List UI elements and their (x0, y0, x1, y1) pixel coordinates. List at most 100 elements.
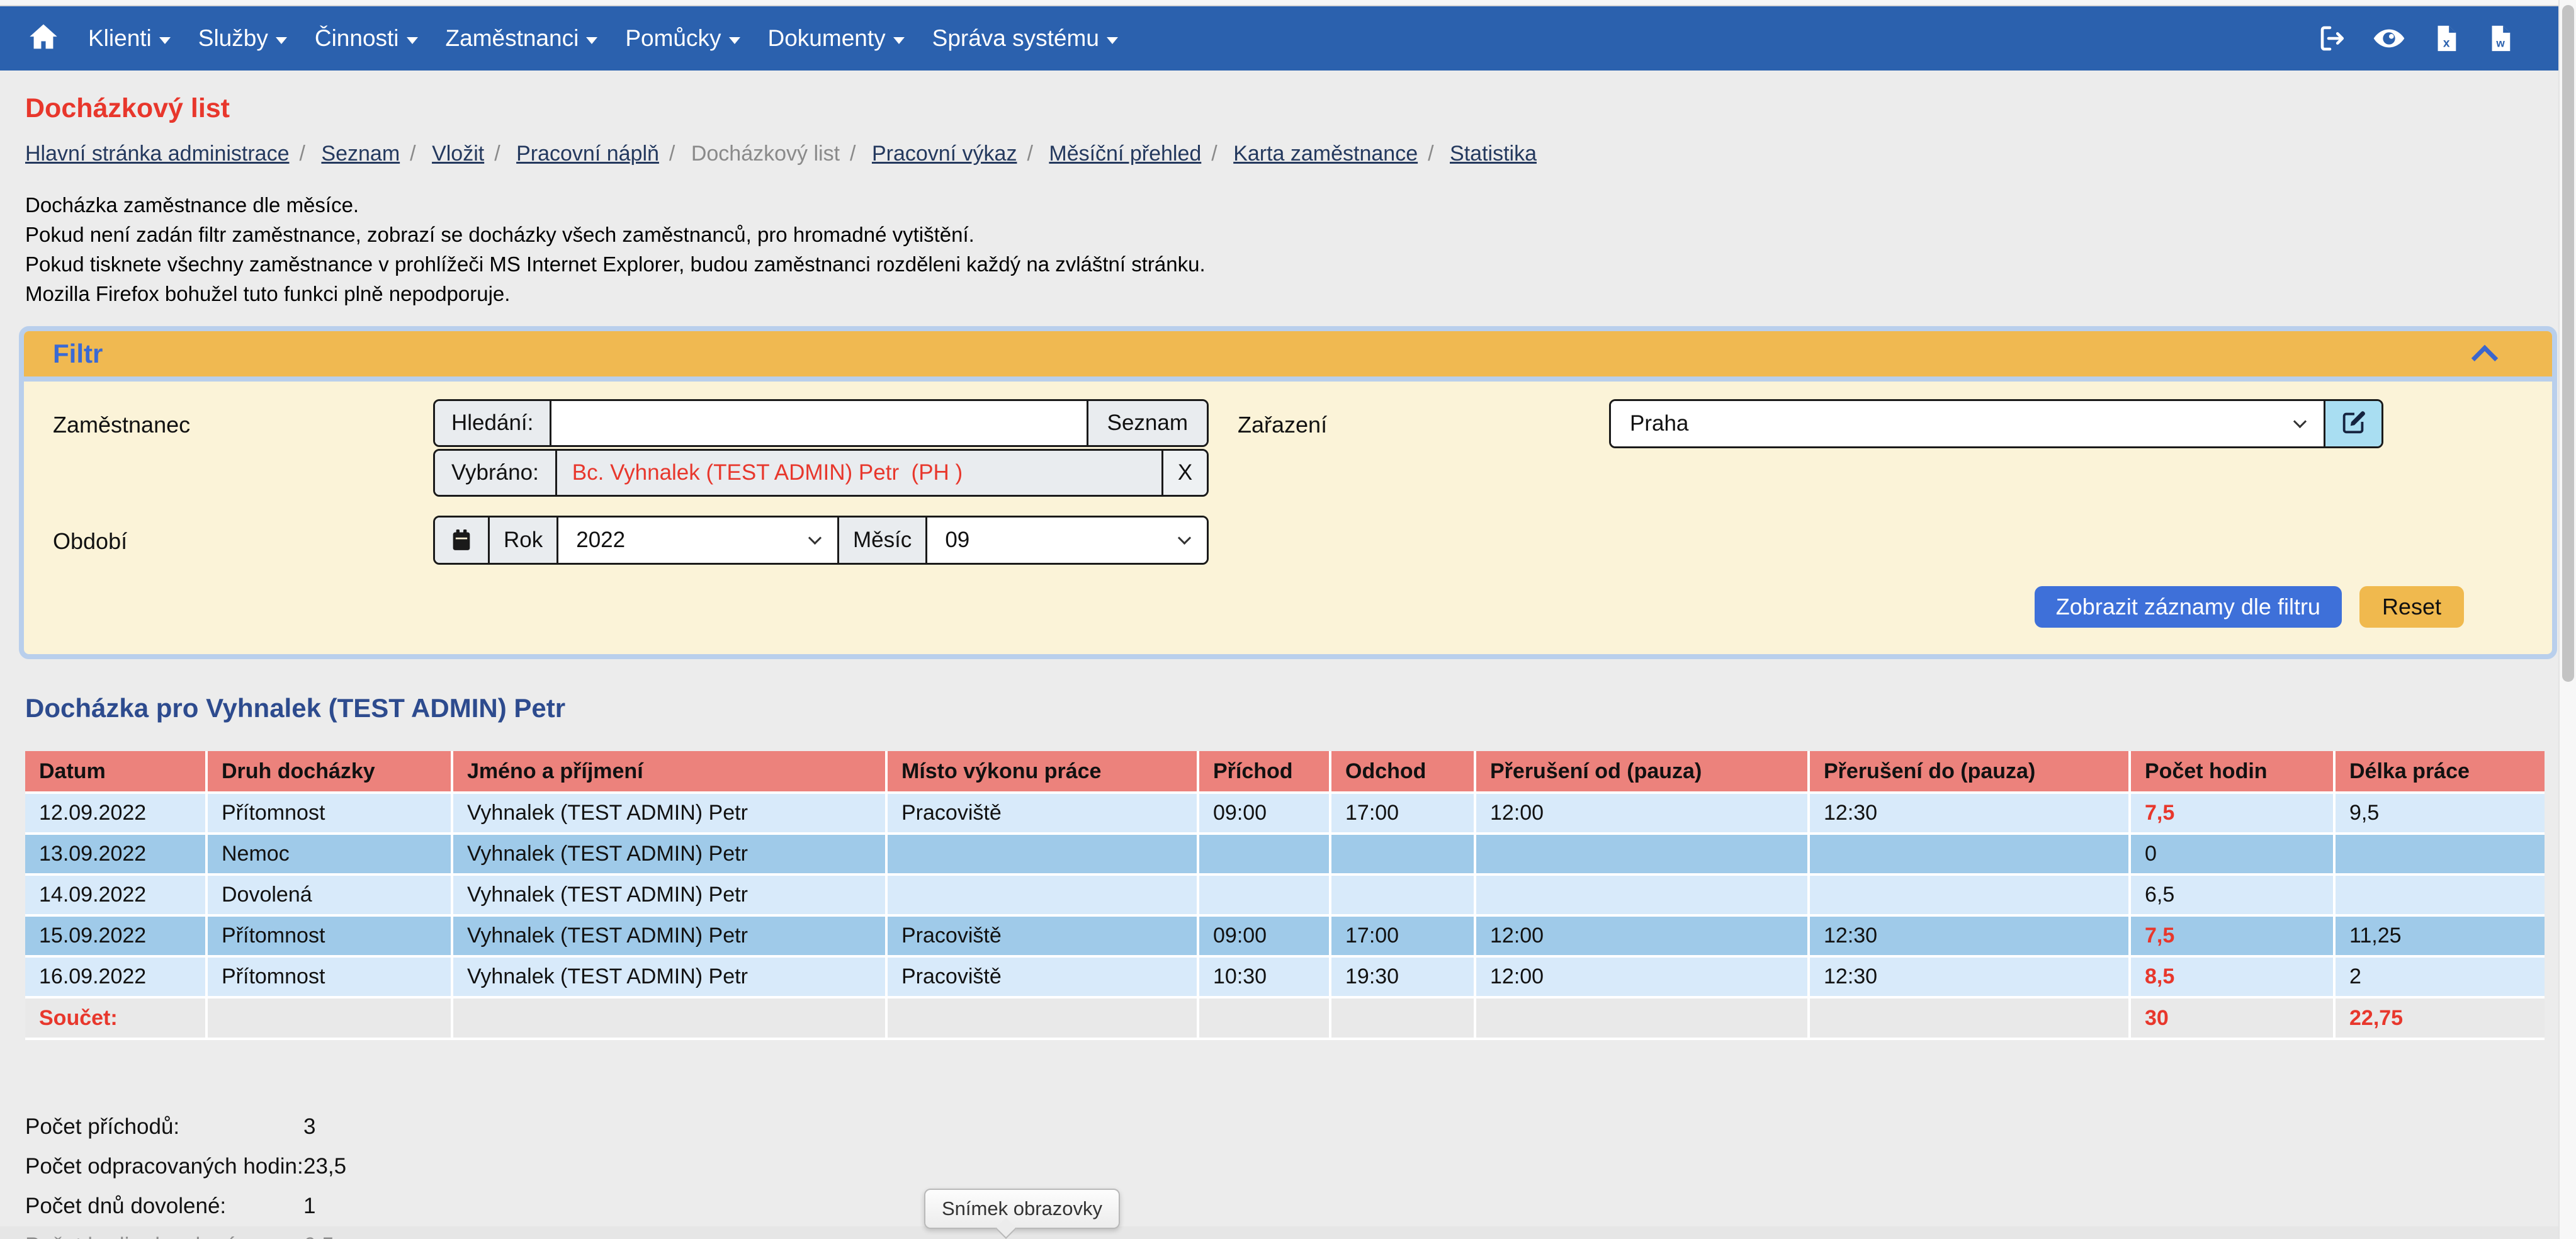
table-row: 12.09.2022 Přítomnost Vyhnalek (TEST ADM… (25, 794, 2545, 835)
filter-panel-header[interactable]: Filtr (24, 331, 2552, 382)
scrollbar-thumb[interactable] (2562, 5, 2574, 682)
cell-hodiny: 7,5 (2131, 794, 2336, 835)
cell-odchod: 17:00 (1331, 794, 1476, 835)
home-icon (28, 21, 59, 56)
clear-selection-button[interactable]: X (1161, 451, 1207, 495)
sum-empty (453, 999, 888, 1040)
summary-label: Počet příchodů: (25, 1114, 180, 1139)
cell-jmeno: Vyhnalek (TEST ADMIN) Petr (453, 917, 888, 958)
chevron-down-icon (586, 37, 598, 44)
cell-delka: 11,25 (2336, 917, 2545, 958)
nav-item-sluzby[interactable]: Služby (198, 25, 287, 52)
cell-pauza-do (1810, 876, 2131, 917)
breadcrumb-link-mesicni-prehled[interactable]: Měsíční přehled (1049, 142, 1202, 166)
cell-odchod (1331, 876, 1476, 917)
apply-filter-button[interactable]: Zobrazit záznamy dle filtru (2034, 586, 2342, 628)
breadcrumb-link-statistika[interactable]: Statistika (1450, 142, 1537, 166)
nav-item-zamestnanci[interactable]: Zaměstnanci (446, 25, 598, 52)
cell-pauza-od: 12:00 (1476, 917, 1810, 958)
chevron-down-icon (2293, 414, 2307, 428)
year-select[interactable]: 2022 (558, 518, 839, 563)
nav-item-cinnosti[interactable]: Činnosti (315, 25, 418, 52)
chevron-down-icon (275, 37, 287, 44)
breadcrumb-current-dochazkovy-list: Docházkový list (691, 142, 840, 166)
cell-datum: 12.09.2022 (25, 794, 208, 835)
column-header-druh: Druh docházky (208, 751, 453, 794)
breadcrumb-separator: / (494, 142, 500, 166)
nav-item-klienti[interactable]: Klienti (88, 25, 171, 52)
word-file-icon[interactable]: w (2485, 23, 2514, 54)
breadcrumb-link-pracovni-vykaz[interactable]: Pracovní výkaz (871, 142, 1017, 166)
table-row: 16.09.2022 Přítomnost Vyhnalek (TEST ADM… (25, 958, 2545, 999)
nav-label: Zaměstnanci (445, 25, 579, 51)
breadcrumb-link-karta-zamestnance[interactable]: Karta zaměstnance (1233, 142, 1418, 166)
nav-item-dokumenty[interactable]: Dokumenty (768, 25, 905, 52)
home-button[interactable] (28, 21, 59, 56)
search-label: Hledání: (435, 401, 552, 445)
cell-datum: 16.09.2022 (25, 958, 208, 999)
cell-prichod: 09:00 (1199, 794, 1331, 835)
intro-line: Docházka zaměstnance dle měsíce. (25, 193, 359, 217)
cell-pauza-od (1476, 835, 1810, 876)
main-navbar: Klienti Služby Činnosti Zaměstnanci Pomů… (0, 6, 2576, 71)
cell-misto: Pracoviště (888, 794, 1199, 835)
month-select[interactable]: 09 (927, 518, 1207, 563)
cell-odchod: 19:30 (1331, 958, 1476, 999)
cell-druh: Dovolená (208, 876, 453, 917)
column-header-misto: Místo výkonu práce (888, 751, 1199, 794)
chevron-down-icon (159, 37, 171, 44)
cell-prichod (1199, 835, 1331, 876)
window-top-strip (0, 0, 2576, 6)
intro-line: Mozilla Firefox bohužel tuto funkci plně… (25, 282, 511, 305)
chevron-down-icon (893, 37, 905, 44)
employee-search-input[interactable] (551, 401, 1087, 445)
filter-row-period: Období Rok 2022 Měsíc 09 (53, 516, 2552, 565)
period-label: Období (53, 528, 128, 554)
nav-label: Správa systému (932, 25, 1099, 51)
summary-value: 23,5 (303, 1154, 347, 1179)
breadcrumb-link-hlavni-stranka[interactable]: Hlavní stránka administrace (25, 142, 290, 166)
table-row: 15.09.2022 Přítomnost Vyhnalek (TEST ADM… (25, 917, 2545, 958)
sum-label: Součet: (25, 999, 208, 1040)
nav-label: Dokumenty (767, 25, 886, 51)
cell-misto (888, 835, 1199, 876)
breadcrumb-link-pracovni-napln[interactable]: Pracovní náplň (516, 142, 659, 166)
breadcrumb-link-seznam[interactable]: Seznam (321, 142, 400, 166)
nav-label: Pomůcky (625, 25, 721, 51)
employee-selected-group: Vybráno: Bc. Vyhnalek (TEST ADMIN) Petr … (433, 449, 1209, 497)
cell-misto: Pracoviště (888, 917, 1199, 958)
nav-item-sprava-systemu[interactable]: Správa systému (932, 25, 1118, 52)
assignment-edit-button[interactable] (2324, 401, 2381, 446)
filter-panel: Filtr Zaměstnanec Hledání: Seznam Vybrán… (19, 326, 2557, 659)
cell-pauza-od: 12:00 (1476, 958, 1810, 999)
assignment-select[interactable]: Praha (1611, 401, 2324, 446)
cell-misto: Pracoviště (888, 958, 1199, 999)
summary-label: Počet dnů dovolené: (25, 1194, 227, 1218)
eye-icon[interactable] (2372, 21, 2406, 55)
breadcrumb: Hlavní stránka administrace / Seznam / Vlo… (25, 142, 2576, 166)
chevron-up-icon[interactable] (2471, 344, 2499, 372)
cell-misto (888, 876, 1199, 917)
reset-button[interactable]: Reset (2359, 586, 2464, 628)
attendance-section-title: Docházka pro Vyhnalek (TEST ADMIN) Petr (25, 693, 566, 723)
nav-label: Služby (198, 25, 268, 51)
excel-file-icon[interactable]: x (2431, 23, 2460, 54)
nav-item-pomucky[interactable]: Pomůcky (625, 25, 740, 52)
column-header-pauza-od: Přerušení od (pauza) (1476, 751, 1810, 794)
logout-icon[interactable] (2317, 23, 2347, 54)
cell-datum: 14.09.2022 (25, 876, 208, 917)
month-value: 09 (945, 528, 970, 552)
selected-label: Vybráno: (435, 451, 557, 495)
list-button[interactable]: Seznam (1086, 401, 1207, 445)
cell-delka: 2 (2336, 958, 2545, 999)
breadcrumb-link-vlozit[interactable]: Vložit (432, 142, 485, 166)
cell-prichod: 09:00 (1199, 917, 1331, 958)
vertical-scrollbar[interactable] (2558, 0, 2576, 1239)
cell-pauza-do: 12:30 (1810, 794, 2131, 835)
cell-pauza-do (1810, 835, 2131, 876)
employee-controls: Hledání: Seznam Vybráno: Bc. Vyhnalek (T… (433, 399, 1209, 497)
employee-search-group: Hledání: Seznam (433, 399, 1209, 447)
sum-empty (1476, 999, 1810, 1040)
year-label: Rok (490, 518, 559, 563)
